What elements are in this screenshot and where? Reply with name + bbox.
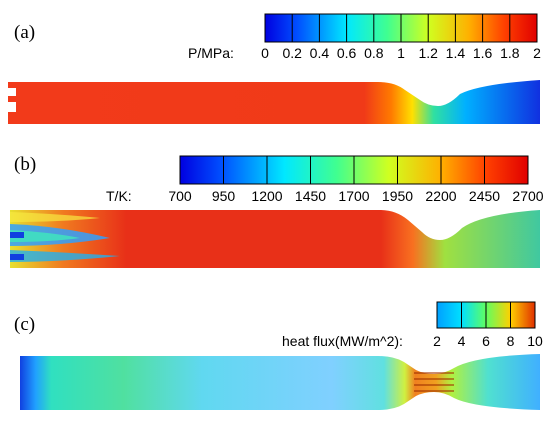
colorbar-b-tick-label: 700 [168, 188, 192, 204]
colorbar-c-tick-label: 10 [527, 333, 543, 349]
colorbar-b-tick-label: 1700 [338, 188, 369, 204]
panel-c: (c) heat flux(MW/m^2): 2 4 6 8 10 [14, 301, 543, 410]
colorbar-b-tick-label: 2700 [512, 188, 543, 204]
colorbar-b-tick-label: 1200 [251, 188, 282, 204]
colorbar-c-title: heat flux(MW/m^2): [282, 333, 403, 349]
panel-c-label: (c) [14, 314, 35, 335]
panel-b-label: (b) [14, 154, 36, 175]
colorbar-b-tick-label: 2200 [425, 188, 456, 204]
colorbar-a-tick-label: 1.8 [500, 45, 520, 61]
colorbar-c-tick-label: 2 [433, 333, 441, 349]
colorbar-a-tick-label: 2 [533, 45, 541, 61]
colorbar-a-tick-label: 0 [261, 45, 269, 61]
colorbar-a-tick-label: 0.6 [337, 45, 357, 61]
colorbar-b-tick-label: 950 [212, 188, 236, 204]
colorbar-c-tick-label: 4 [458, 333, 466, 349]
panel-b: (b) T/K: 700 950 1200 1450 1700 1950 2200 2450 2… [10, 154, 544, 268]
colorbar-c-tick-label: 8 [507, 333, 515, 349]
colorbar-c-tick-label: 6 [482, 333, 490, 349]
colorbar-b-tick-label: 2450 [469, 188, 500, 204]
pressure-field [8, 80, 540, 124]
colorbar-b-title: T/K: [106, 188, 132, 204]
colorbar-a: P/MPa: 0 0.2 0.4 0.6 0.8 1 1.2 1.4 1.6 1.8 2 [188, 13, 541, 61]
colorbar-a-tick-label: 0.8 [364, 45, 384, 61]
colorbar-b-tick-label: 1450 [295, 188, 326, 204]
colorbar-a-tick-label: 1 [397, 45, 405, 61]
colorbar-a-tick-label: 1.2 [418, 45, 438, 61]
temperature-field [10, 210, 540, 268]
heat-flux-field [20, 354, 540, 410]
colorbar-a-tick-label: 0.4 [310, 45, 330, 61]
panel-a: (a) P/MPa: 0 0.2 0.4 0.6 0.8 1 1.2 1.4 1.6 1.8 2 [8, 13, 541, 124]
colorbar-b: T/K: 700 950 1200 1450 1700 1950 2200 2450 2700 [106, 155, 544, 204]
colorbar-a-tick-label: 1.4 [446, 45, 466, 61]
colorbar-c: heat flux(MW/m^2): 2 4 6 8 10 [282, 301, 543, 349]
colorbar-b-tick-label: 1950 [382, 188, 413, 204]
colorbar-a-title: P/MPa: [188, 45, 234, 61]
colorbar-a-tick-label: 0.2 [282, 45, 302, 61]
colorbar-a-tick-label: 1.6 [473, 45, 493, 61]
panel-a-label: (a) [14, 22, 35, 43]
